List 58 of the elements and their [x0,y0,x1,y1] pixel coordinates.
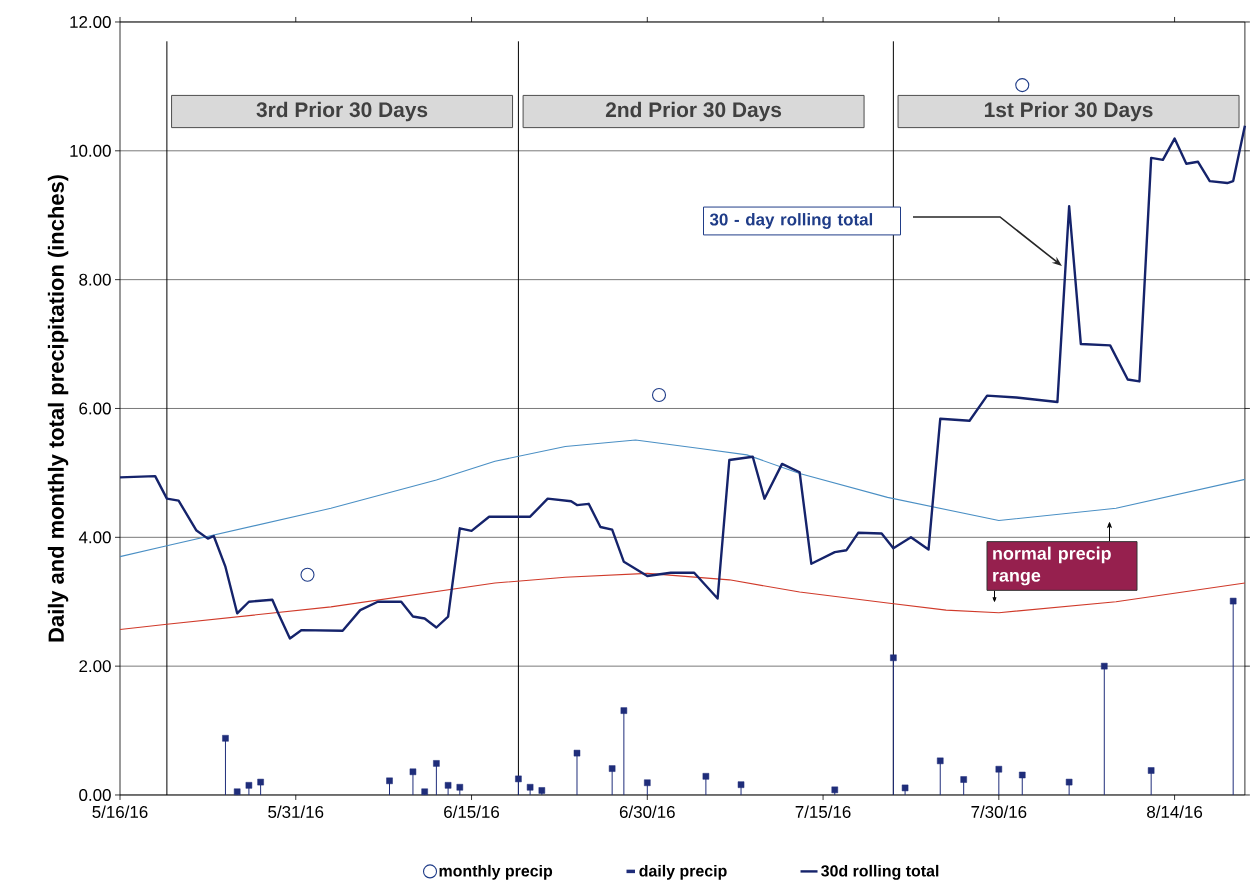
y-tick-label: 6.00 [79,402,111,415]
point [1015,78,1030,93]
point [936,757,944,765]
y-tick-label: 10.00 [70,144,111,157]
y-tick-label: 8.00 [79,273,111,286]
point [222,735,229,742]
point [901,784,909,792]
annotation: 1st Prior 30 Days [984,101,1153,122]
x-tick-label: 6/15/16 [444,805,500,818]
annotation: normal precip range [993,546,1111,586]
point [233,788,241,796]
point [573,749,581,757]
point [245,782,253,789]
line-series [118,124,1247,640]
x-tick-label: 8/14/16 [1147,805,1203,818]
point [300,567,315,582]
annotation: 30 - day rolling total [709,213,873,229]
point [702,773,710,780]
point [651,387,667,402]
point [421,788,428,796]
annotation: 2nd Prior 30 Days [605,101,782,122]
point [1101,662,1108,670]
point [890,654,897,662]
point [538,787,546,794]
point [526,784,534,791]
x-tick-label: 5/31/16 [268,805,324,818]
x-tick-label: 7/30/16 [971,805,1027,818]
point [1147,767,1155,774]
y-axis-title: Daily and monthly total precipitation (inches) [47,175,69,642]
legend-label: monthly precip [439,864,553,880]
x-tick-label: 5/16/16 [92,805,148,818]
point [737,781,745,788]
y-tick-label: 0.00 [79,788,111,801]
annotation: 3rd Prior 30 Days [256,101,428,122]
line-series [119,572,1246,630]
point [1229,597,1237,605]
point [444,782,452,789]
x-tick-label: 7/15/16 [795,805,851,818]
point [257,778,264,786]
y-tick-label: 4.00 [78,531,111,544]
point [960,776,967,783]
point [386,777,393,785]
y-tick-label: 2.00 [79,660,111,673]
point [1065,778,1073,786]
point [608,765,616,772]
point [456,784,464,791]
point [644,779,651,786]
point [831,786,839,794]
x-tick-label: 6/30/16 [619,805,675,818]
point [515,775,522,783]
point [1019,771,1026,779]
point [433,760,440,767]
point [995,765,1003,773]
point [620,707,628,714]
point [409,768,417,776]
y-tick-label: 12.00 [70,15,111,28]
legend-label: 30d rolling total [821,864,939,880]
legend-label: daily precip [639,864,727,880]
